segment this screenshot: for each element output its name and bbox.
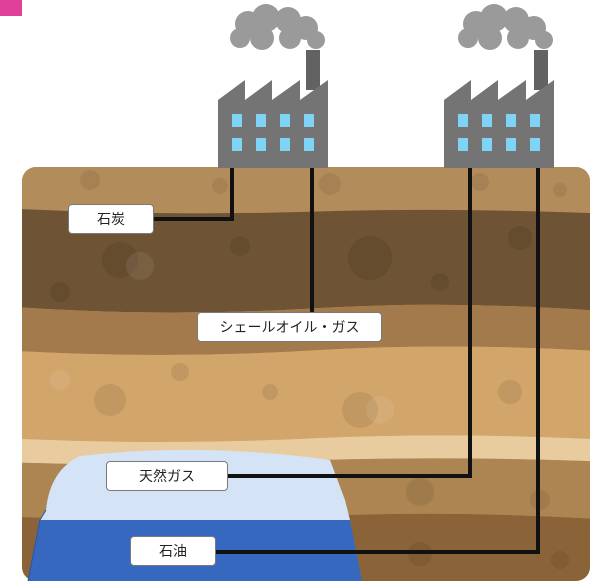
factory-left-icon	[218, 4, 328, 168]
corner-marker-icon	[0, 0, 22, 16]
factory-right-icon	[444, 4, 554, 168]
pipes	[154, 168, 540, 554]
pipe-natural-gas	[228, 168, 472, 478]
pipe-coal	[154, 168, 234, 221]
label-oil: 石油	[130, 536, 216, 566]
label-coal: 石炭	[68, 204, 154, 234]
pipe-oil	[216, 168, 540, 554]
label-natural-gas: 天然ガス	[106, 461, 228, 491]
label-shale-oil-gas: シェールオイル・ガス	[197, 312, 382, 342]
